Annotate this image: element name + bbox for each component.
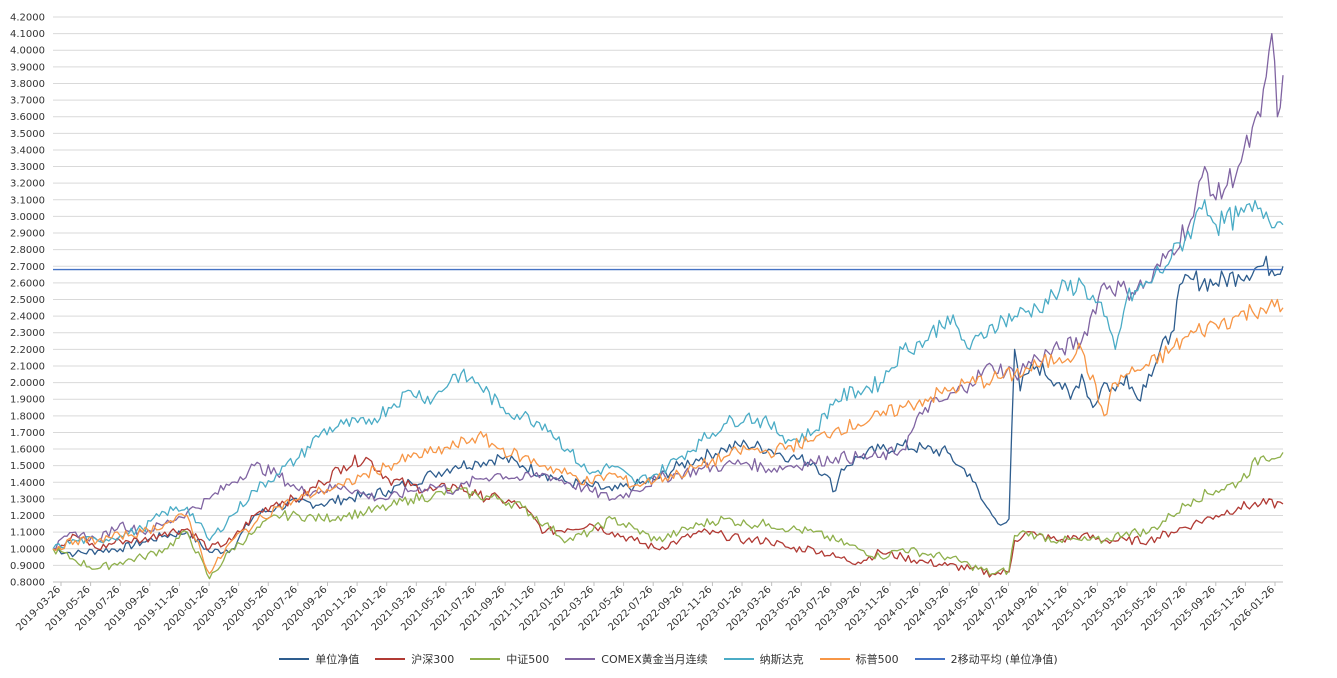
y-tick-label: 1.9000 — [10, 395, 45, 406]
y-tick-label: 4.2000 — [10, 13, 45, 24]
y-tick-label: 2.1000 — [10, 361, 45, 372]
y-tick-label: 1.3000 — [10, 494, 45, 505]
y-tick-label: 3.3000 — [10, 162, 45, 173]
legend-label: 标普500 — [855, 653, 899, 666]
x-axis: 2019-03-262019-05-262019-07-262019-09-26… — [14, 581, 1283, 633]
y-tick-label: 2.9000 — [10, 229, 45, 240]
y-tick-label: 3.4000 — [10, 145, 45, 156]
legend-swatch — [914, 658, 945, 660]
y-tick-label: 3.1000 — [10, 195, 45, 206]
series-line-1 — [52, 454, 1284, 578]
legend: 单位净值 沪深300 中证500 COMEX黄金当月连续 纳斯达克 标普500 2移动平均 … — [0, 648, 1337, 670]
y-tick-label: 2.5000 — [10, 295, 45, 306]
y-tick-label: 0.8000 — [10, 578, 45, 589]
y-tick-label: 4.1000 — [10, 29, 45, 40]
y-tick-label: 1.1000 — [10, 528, 45, 539]
series-line-2 — [52, 452, 1284, 580]
legend-item-1: 沪深300 — [375, 651, 454, 667]
y-tick-label: 2.2000 — [10, 345, 45, 356]
y-tick-label: 2.4000 — [10, 312, 45, 323]
y-tick-label: 2.0000 — [10, 378, 45, 389]
y-tick-label: 1.5000 — [10, 461, 45, 472]
series-line-5 — [52, 298, 1284, 575]
line-chart: 0.8000 0.9000 1.0000 1.1000 1.2000 1.3000 1.40… — [10, 13, 1284, 633]
y-tick-label: 2.7000 — [10, 262, 45, 273]
y-tick-label: 3.7000 — [10, 96, 45, 107]
y-tick-label: 1.4000 — [10, 478, 45, 489]
y-tick-label: 3.8000 — [10, 79, 45, 90]
y-tick-label: 1.7000 — [10, 428, 45, 439]
legend-item-3: COMEX黄金当月连续 — [565, 651, 708, 667]
legend-swatch — [470, 658, 501, 660]
y-tick-label: 1.6000 — [10, 445, 45, 456]
series-group — [52, 32, 1284, 580]
y-tick-label: 3.9000 — [10, 62, 45, 73]
legend-item-5: 标普500 — [819, 651, 899, 667]
y-tick-label: 3.0000 — [10, 212, 45, 223]
y-tick-label: 2.3000 — [10, 328, 45, 339]
legend-label: 单位净值 — [315, 653, 360, 666]
y-tick-label: 3.2000 — [10, 179, 45, 190]
y-axis: 0.8000 0.9000 1.0000 1.1000 1.2000 1.3000 1.40… — [10, 13, 45, 589]
legend-item-0: 单位净值 — [279, 651, 359, 667]
legend-label: 中证500 — [506, 653, 550, 666]
legend-item-2: 中证500 — [470, 651, 549, 667]
series-line-3 — [52, 32, 1284, 550]
legend-swatch — [723, 658, 754, 660]
legend-swatch — [565, 658, 596, 660]
y-tick-label: 2.6000 — [10, 278, 45, 289]
y-tick-label: 3.5000 — [10, 129, 45, 140]
y-tick-label: 0.9000 — [10, 561, 45, 572]
legend-item-4: 纳斯达克 — [723, 651, 804, 667]
gridlines — [53, 16, 1283, 583]
y-tick-label: 3.6000 — [10, 112, 45, 123]
legend-label: 纳斯达克 — [759, 653, 804, 666]
legend-item-6: 2移动平均 (单位净值) — [914, 651, 1058, 667]
y-tick-label: 1.2000 — [10, 511, 45, 522]
y-tick-label: 4.0000 — [10, 46, 45, 57]
y-tick-label: 1.0000 — [10, 544, 45, 555]
y-tick-label: 2.8000 — [10, 245, 45, 256]
legend-label: 2移动平均 (单位净值) — [950, 653, 1058, 666]
legend-swatch — [819, 658, 850, 660]
legend-swatch — [279, 658, 310, 660]
series-line-4 — [52, 199, 1284, 550]
legend-label: COMEX黄金当月连续 — [601, 653, 708, 666]
legend-label: 沪深300 — [411, 653, 455, 666]
series-line-0 — [52, 255, 1284, 558]
y-tick-label: 1.8000 — [10, 411, 45, 422]
legend-swatch — [375, 658, 406, 660]
